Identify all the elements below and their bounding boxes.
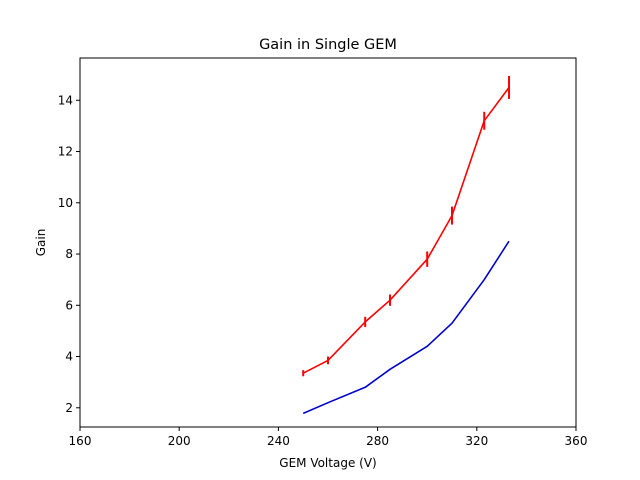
x-tick-label: 200 [168, 434, 191, 448]
x-axis: 160 200 240 280 320 360 [69, 427, 588, 448]
chart-title: Gain in Single GEM [259, 37, 397, 53]
x-tick-label: 360 [565, 434, 588, 448]
y-axis: 2 4 6 8 10 12 14 [58, 93, 80, 415]
y-tick-label: 6 [65, 298, 73, 312]
x-tick-label: 160 [69, 434, 92, 448]
y-axis-label: Gain [34, 229, 48, 257]
x-tick-label: 240 [267, 434, 290, 448]
y-tick-label: 10 [58, 196, 73, 210]
x-tick-label: 280 [366, 434, 389, 448]
series-layer [302, 75, 511, 415]
y-tick-label: 4 [65, 350, 73, 364]
series-0-line [302, 87, 510, 374]
plot-area [79, 57, 577, 428]
y-tick-label: 14 [58, 93, 73, 107]
series-1-line [302, 240, 510, 415]
x-tick-label: 320 [465, 434, 488, 448]
y-tick-label: 2 [65, 401, 73, 415]
y-tick-label: 8 [65, 247, 73, 261]
y-tick-label: 12 [58, 145, 73, 159]
x-axis-label: GEM Voltage (V) [279, 456, 376, 470]
